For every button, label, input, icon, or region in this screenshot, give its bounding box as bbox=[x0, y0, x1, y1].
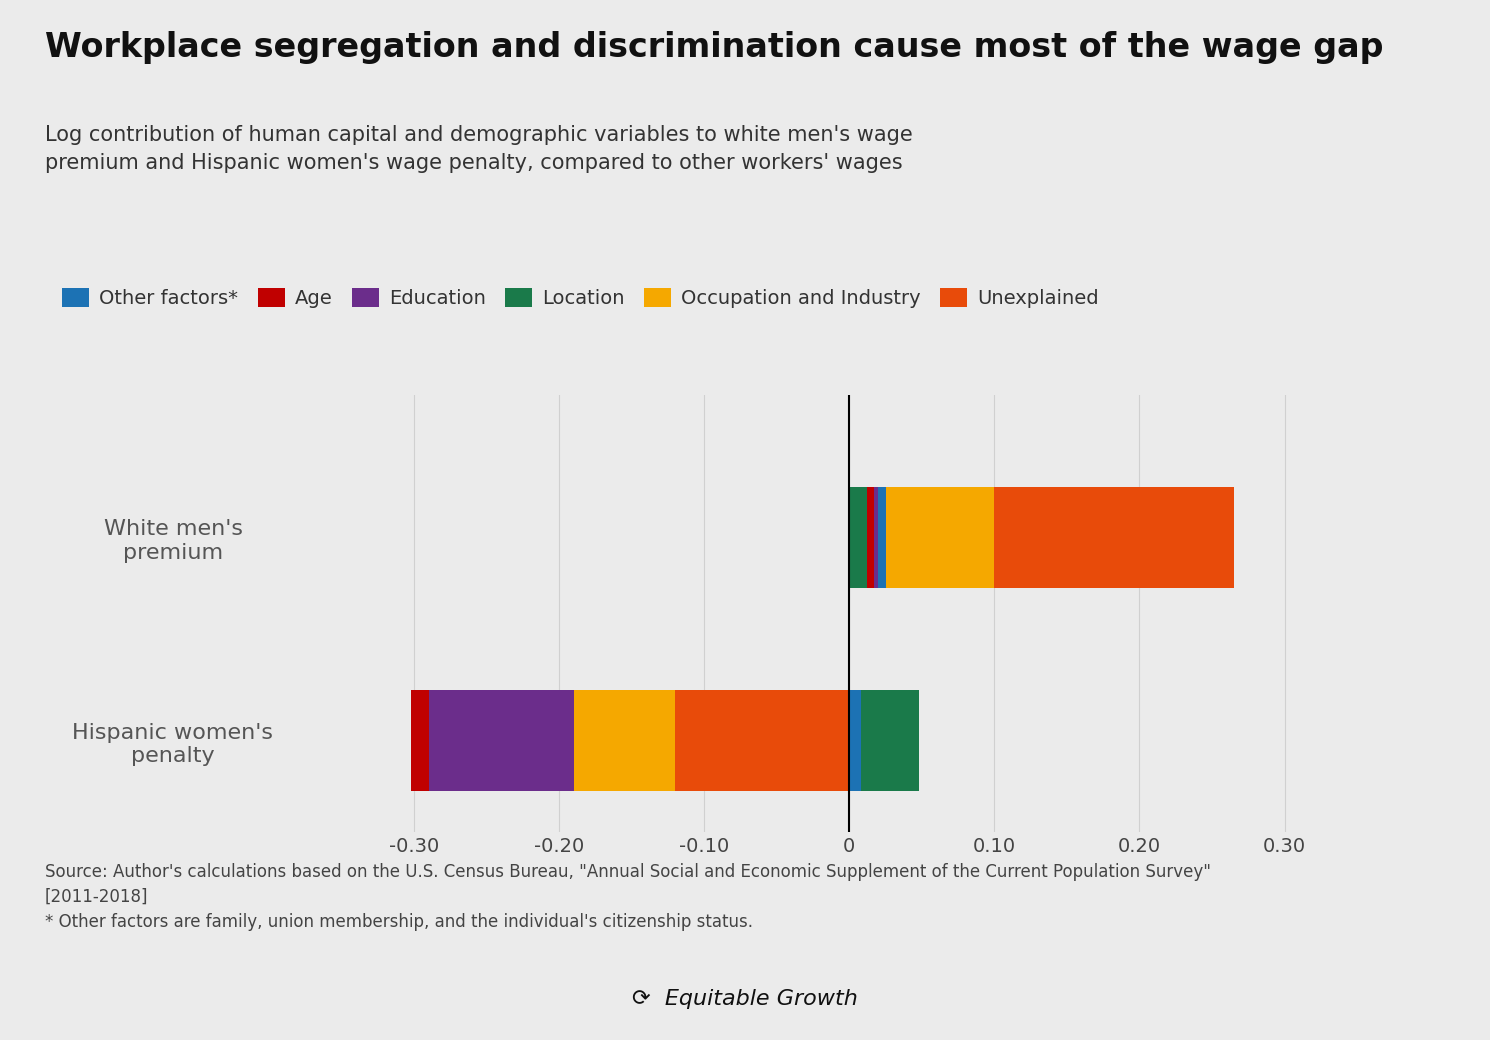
Bar bbox=[849, 487, 867, 589]
Bar bbox=[861, 690, 919, 791]
Text: Workplace segregation and discrimination cause most of the wage gap: Workplace segregation and discrimination… bbox=[45, 31, 1383, 64]
Text: ⟳  Equitable Growth: ⟳ Equitable Growth bbox=[632, 989, 858, 1009]
Bar bbox=[675, 690, 849, 791]
Bar bbox=[429, 690, 574, 791]
Bar bbox=[867, 487, 875, 589]
Bar bbox=[875, 487, 878, 589]
Bar bbox=[574, 690, 675, 791]
Bar bbox=[411, 690, 429, 791]
Legend: Other factors*, Age, Education, Location, Occupation and Industry, Unexplained: Other factors*, Age, Education, Location… bbox=[55, 280, 1106, 315]
Bar bbox=[878, 487, 885, 589]
Text: Source: Author's calculations based on the U.S. Census Bureau, "Annual Social an: Source: Author's calculations based on t… bbox=[45, 863, 1211, 931]
Bar bbox=[994, 487, 1234, 589]
Bar bbox=[849, 690, 861, 791]
Text: Log contribution of human capital and demographic variables to white men's wage
: Log contribution of human capital and de… bbox=[45, 125, 912, 173]
Bar bbox=[885, 487, 994, 589]
